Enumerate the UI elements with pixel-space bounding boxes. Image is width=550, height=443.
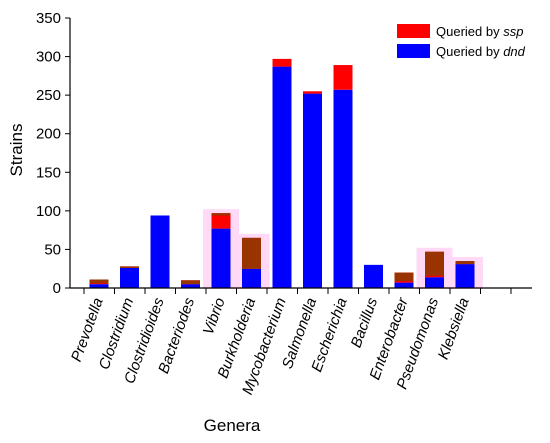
y-tick-label: 350	[36, 10, 61, 27]
y-tick-label: 200	[36, 126, 61, 143]
legend-label: Queried by ssp	[436, 24, 523, 39]
x-axis-title: Genera	[204, 416, 261, 435]
bar-overlap	[89, 279, 109, 284]
legend-label-method: ssp	[503, 24, 523, 39]
bar-ssp	[211, 213, 231, 229]
legend-swatch	[397, 24, 430, 38]
bar-ssp	[272, 58, 292, 67]
bar-dnd	[89, 284, 109, 288]
bar-ssp	[333, 65, 353, 90]
y-tick-label: 100	[36, 203, 61, 220]
y-axis-title: Strains	[7, 124, 26, 177]
y-tick-label: 250	[36, 87, 61, 104]
bar-dnd	[181, 284, 200, 288]
legend-swatch	[397, 44, 430, 58]
bar-overlap	[120, 266, 139, 268]
bar-dnd	[455, 264, 475, 288]
legend-label-prefix: Queried by	[436, 44, 503, 59]
bar-overlap	[394, 272, 414, 282]
bar-overlap	[211, 213, 231, 216]
bar-dnd	[120, 267, 139, 288]
bar-overlap	[455, 261, 475, 265]
bar-ssp	[303, 91, 322, 94]
legend-label: Queried by dnd	[436, 44, 526, 59]
bar-dnd	[242, 268, 261, 288]
bar-dnd	[272, 66, 292, 288]
bar-dnd	[394, 282, 414, 288]
bar-dnd	[150, 215, 170, 288]
legend-label-prefix: Queried by	[436, 24, 503, 39]
category-label: Vibrio	[200, 296, 229, 338]
x-ticks: PrevotellaClostridiumClostridioidesBacte…	[68, 288, 512, 397]
bar-dnd	[211, 228, 231, 288]
y-tick-label: 150	[36, 164, 61, 181]
bar-dnd	[364, 264, 383, 288]
y-tick-label: 300	[36, 49, 61, 66]
bar-overlap	[425, 251, 444, 276]
legend-label-method: dnd	[503, 44, 525, 59]
axes-layer	[69, 18, 532, 289]
y-ticks: 0 50 100 150 200 250 300 350	[36, 10, 70, 297]
bars-layer	[89, 58, 475, 288]
bar-overlap	[242, 237, 261, 269]
y-tick-label: 50	[44, 241, 61, 258]
bar-dnd	[303, 93, 322, 288]
y-tick-label: 0	[53, 280, 61, 297]
category-label: Bacillus	[348, 295, 382, 350]
bar-dnd	[425, 277, 444, 288]
bar-overlap	[181, 280, 200, 285]
bar-dnd	[333, 89, 353, 288]
